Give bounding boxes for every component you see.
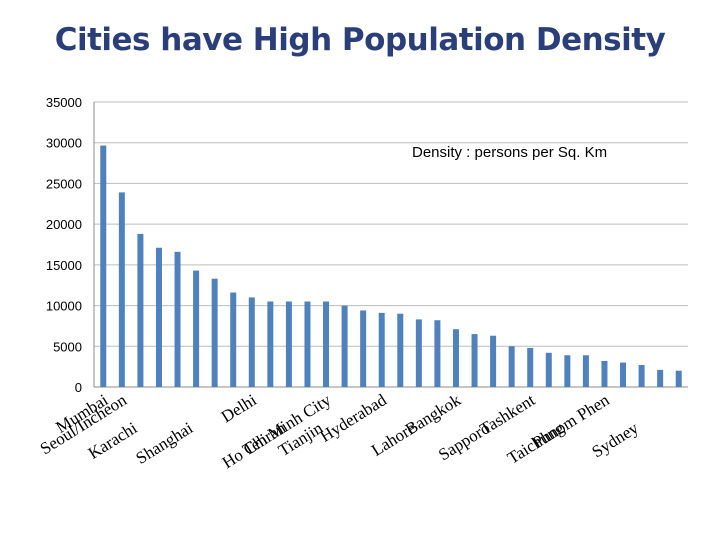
axes: 0 5000 10000 15000 20000 25000 30000 35000: [46, 95, 688, 395]
bar: [267, 301, 274, 387]
bar: [341, 305, 348, 387]
bar: [620, 362, 627, 387]
y-tick-label: 35000: [46, 95, 82, 110]
gridlines: [94, 101, 688, 347]
legend-label: Density : persons per Sq. Km: [412, 144, 607, 161]
y-tick-label: 30000: [46, 136, 82, 151]
page-title: Cities have High Population Density: [54, 22, 666, 58]
bar: [415, 319, 422, 387]
bar: [564, 355, 571, 387]
y-tick-label: 20000: [46, 217, 82, 232]
bar: [211, 278, 218, 387]
bar: [193, 270, 200, 387]
y-tick-label: 5000: [53, 339, 82, 354]
bar: [304, 301, 311, 387]
bar: [434, 320, 441, 387]
x-category-label: Tashkent: [476, 390, 538, 439]
y-tick-label: 0: [75, 380, 82, 395]
bar: [397, 313, 404, 387]
bar: [508, 346, 515, 387]
bar: [155, 247, 162, 387]
bar: [174, 251, 181, 387]
bar: [545, 352, 552, 387]
y-tick-label: 25000: [46, 176, 82, 191]
bar: [285, 301, 292, 387]
bar: [527, 347, 534, 387]
x-category-label: Shanghai: [132, 418, 196, 468]
bar: [360, 310, 367, 387]
bar: [452, 329, 459, 387]
bar: [100, 145, 107, 387]
bar: [230, 292, 237, 387]
bar: [638, 365, 645, 387]
bar: [490, 335, 497, 387]
bar: [471, 334, 478, 387]
bar: [657, 369, 664, 387]
x-category-label: Sydney: [588, 418, 642, 461]
bar: [118, 192, 125, 387]
bar: [323, 301, 330, 387]
x-category-label: Delhi: [218, 390, 260, 426]
bar: [378, 312, 385, 387]
bars: [100, 145, 682, 387]
y-tick-label: 10000: [46, 299, 82, 314]
bar: [675, 370, 682, 387]
bar: [601, 360, 608, 387]
bar: [137, 233, 144, 387]
x-category-label: Bangkok: [402, 390, 465, 439]
y-tick-label: 15000: [46, 258, 82, 273]
bar: [248, 297, 255, 387]
bar: [582, 355, 589, 387]
